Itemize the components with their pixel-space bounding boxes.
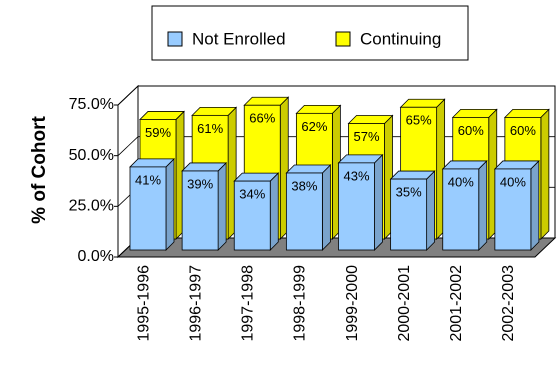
legend-box — [151, 5, 469, 61]
value-label: 40% — [448, 174, 474, 189]
legend-label: Not Enrolled — [192, 29, 286, 48]
value-label: 34% — [239, 187, 265, 202]
bar-top — [181, 162, 228, 172]
value-label: 62% — [301, 119, 327, 134]
value-label: 35% — [396, 185, 422, 200]
bar-top — [389, 170, 436, 180]
bar — [285, 172, 323, 251]
y-tick-label: 75.0% — [69, 96, 114, 113]
value-label: 38% — [291, 178, 317, 193]
bar-top — [347, 115, 394, 124]
bar-side — [165, 157, 175, 251]
bar-side — [530, 159, 540, 251]
bar-side — [426, 170, 436, 251]
bar-side — [374, 153, 383, 251]
legend-label: Continuing — [360, 29, 441, 48]
bar-top — [441, 160, 488, 170]
value-label: 57% — [353, 129, 379, 144]
bar — [181, 170, 219, 251]
value-label: 65% — [406, 113, 432, 128]
bar-group — [389, 170, 436, 251]
bar-top — [451, 109, 498, 118]
y-tick-label: 25.0% — [69, 198, 114, 215]
bar-group — [233, 172, 280, 251]
bar-top — [191, 106, 238, 116]
bar-group — [441, 159, 488, 251]
bar-side — [478, 159, 488, 251]
bar-group — [285, 164, 332, 251]
x-tick-label: 2002-2003 — [500, 265, 517, 342]
bar-group — [181, 161, 228, 251]
bar-top — [493, 160, 540, 170]
value-label: 39% — [187, 176, 213, 191]
bar-group — [337, 153, 384, 251]
value-label: 59% — [145, 125, 171, 140]
bar-top — [295, 104, 342, 114]
bar-group — [129, 157, 175, 251]
bar-top — [399, 98, 446, 108]
value-label: 41% — [135, 172, 161, 187]
y-tick-label: 50.0% — [69, 147, 114, 164]
bar — [338, 162, 375, 251]
grid-line — [117, 85, 555, 106]
bar-top — [503, 109, 550, 118]
bar-top — [129, 158, 175, 168]
x-tick-label: 1999-2000 — [344, 265, 361, 342]
x-tick-label: 1996-1997 — [187, 265, 204, 342]
y-tick-label: 0.0% — [78, 248, 114, 265]
value-label: 60% — [458, 123, 484, 138]
bar-group — [493, 159, 540, 251]
bar — [390, 178, 428, 251]
bar-side — [217, 161, 227, 251]
bar-top — [337, 154, 384, 164]
x-tick-label: 2001-2002 — [448, 265, 465, 342]
value-label: 40% — [500, 174, 526, 189]
bar — [129, 166, 167, 251]
bar — [494, 168, 532, 251]
bar-side — [540, 108, 550, 240]
bar-top — [139, 111, 185, 120]
bar-side — [269, 172, 279, 251]
bar-top — [285, 164, 332, 174]
y-axis-title: % of Cohort — [29, 116, 50, 224]
bar-top — [243, 96, 290, 106]
legend: Not Enrolled Continuing — [151, 5, 469, 61]
legend-swatch — [335, 31, 351, 47]
legend-swatch — [167, 31, 183, 47]
x-tick-label: 1997-1998 — [240, 265, 257, 342]
x-tick-label: 1995-1996 — [135, 265, 152, 342]
value-label: 66% — [249, 111, 275, 126]
x-tick-label: 2000-2001 — [396, 265, 413, 342]
value-label: 61% — [197, 121, 223, 136]
bar-top — [233, 172, 280, 182]
bar — [442, 168, 480, 251]
value-label: 43% — [343, 168, 369, 183]
x-tick-label: 1998-1999 — [292, 265, 309, 342]
bar — [233, 180, 271, 251]
value-label: 60% — [510, 123, 536, 138]
bar-side — [321, 164, 331, 251]
